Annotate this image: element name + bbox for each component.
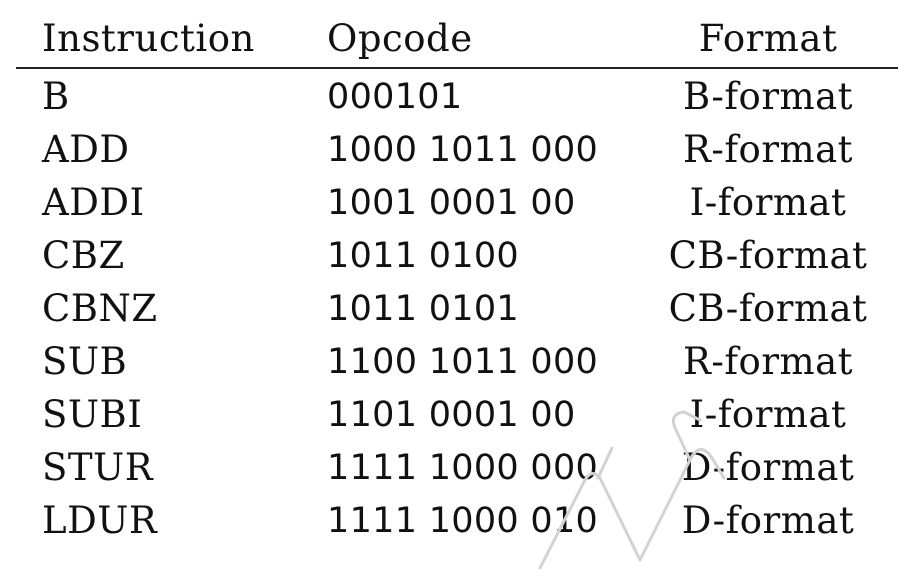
row-opcode: 1111 1000 010	[327, 501, 599, 541]
row-instruction: SUBI	[42, 393, 143, 436]
row-instruction: CBNZ	[42, 287, 158, 330]
row-opcode: 1001 0001 00	[327, 183, 576, 223]
row-format: D-format	[681, 446, 855, 489]
row-instruction: B	[42, 75, 70, 118]
row-format: CB-format	[668, 234, 868, 277]
row-format: I-format	[689, 181, 847, 224]
row-opcode: 1100 1011 000	[327, 342, 599, 382]
row-opcode: 000101	[327, 77, 463, 117]
row-opcode: 1000 1011 000	[327, 130, 599, 170]
header-format: Format	[698, 17, 838, 60]
row-instruction: STUR	[42, 446, 154, 489]
row-instruction: ADD	[42, 128, 130, 171]
row-instruction: LDUR	[42, 499, 158, 542]
row-format: D-format	[681, 499, 855, 542]
row-instruction: ADDI	[42, 181, 145, 224]
row-opcode: 1111 1000 000	[327, 448, 599, 488]
row-opcode: 1101 0001 00	[327, 395, 576, 435]
row-instruction: SUB	[42, 340, 128, 383]
header-rule	[16, 67, 898, 69]
row-opcode: 1011 0100	[327, 236, 519, 276]
row-format: I-format	[689, 393, 847, 436]
row-format: R-format	[682, 340, 854, 383]
row-instruction: CBZ	[42, 234, 125, 277]
row-format: CB-format	[668, 287, 868, 330]
header-opcode: Opcode	[327, 17, 473, 60]
row-format: R-format	[682, 128, 854, 171]
header-instruction: Instruction	[42, 17, 255, 60]
row-format: B-format	[682, 75, 854, 118]
row-opcode: 1011 0101	[327, 289, 519, 329]
